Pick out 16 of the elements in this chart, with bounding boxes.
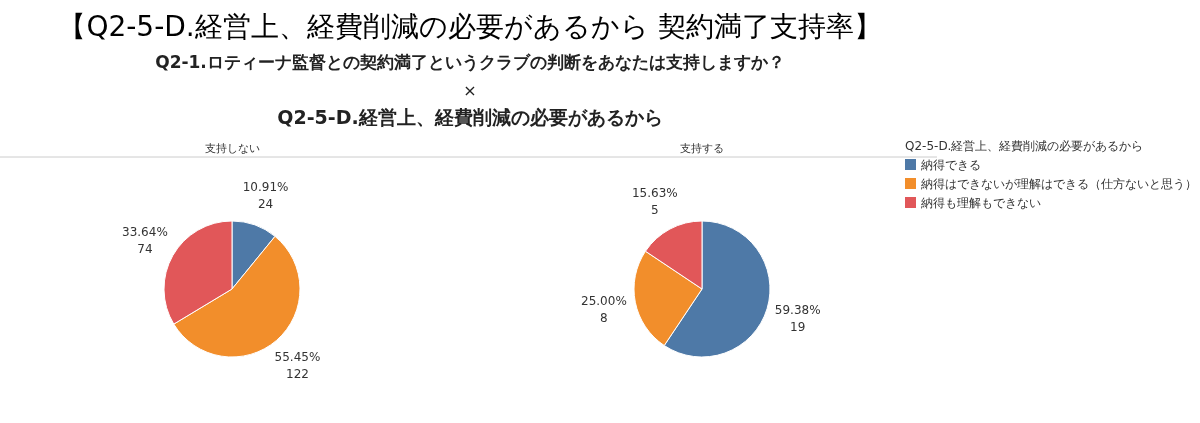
legend-label: 納得はできないが理解はできる（仕方ないと思う） — [921, 177, 1197, 191]
legend-label: 納得できる — [921, 158, 981, 172]
text: Q2-5-D.経営上、経費削減の必要があるから — [277, 106, 663, 128]
chart-title: 支持する — [680, 142, 724, 155]
chart-title: 支持しない — [204, 142, 260, 155]
text: Q2-1.ロティーナ監督との契約満了というクラブの判断をあなたは支持しますか？ — [155, 52, 785, 72]
text: × — [463, 81, 477, 100]
data-label: 10.91% 24 — [242, 179, 289, 211]
data-label: 55.45% 122 — [274, 349, 321, 381]
text: 【Q2-5-D.経営上、経費削減の必要があるから 契約満了支持率】 — [58, 10, 882, 43]
data-label: 33.64% 74 — [122, 224, 168, 256]
legend-title: Q2-5-D.経営上、経費削減の必要があるから — [905, 139, 1144, 153]
data-label: 15.63% 5 — [631, 185, 678, 217]
data-label: 59.38% 19 — [774, 303, 821, 335]
data-label: 25.00% 8 — [581, 293, 627, 325]
legend-label: 納得も理解もできない — [921, 196, 1041, 210]
